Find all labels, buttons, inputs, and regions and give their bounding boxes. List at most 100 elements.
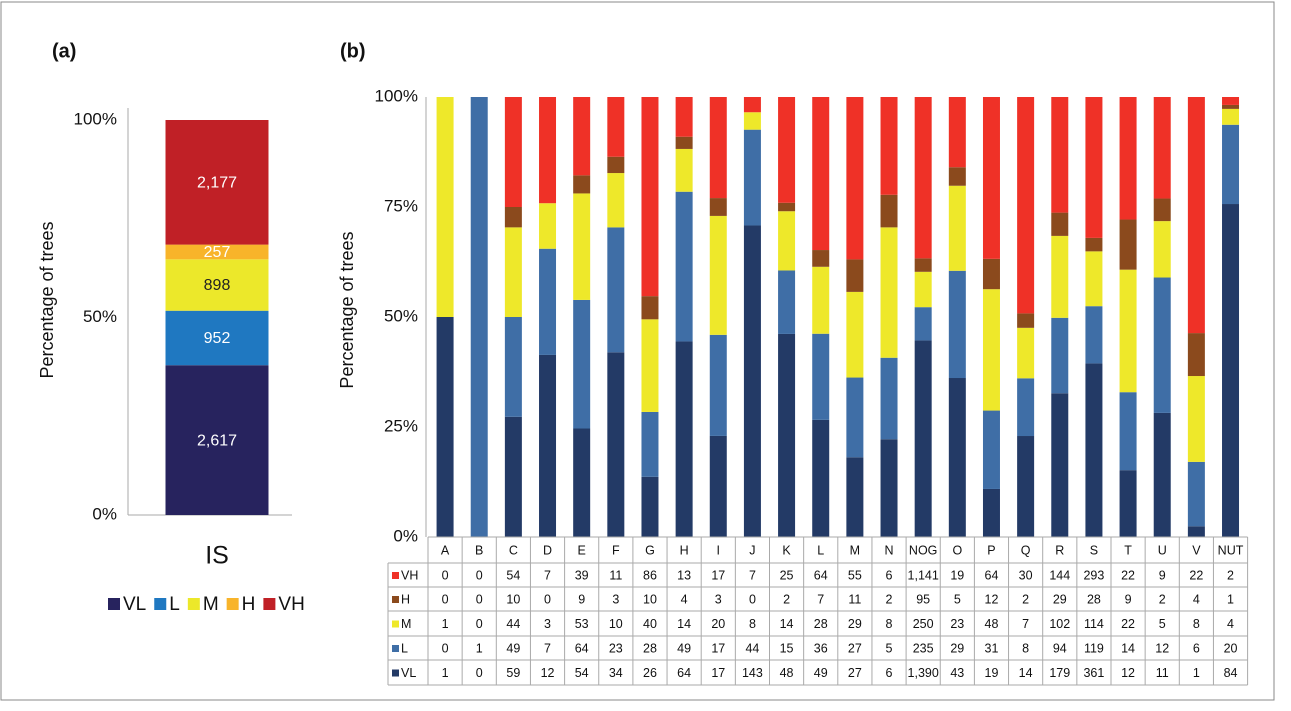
- table-cell: 15: [780, 641, 794, 655]
- bar-segment: [504, 97, 522, 207]
- table-cell: 3: [715, 592, 722, 606]
- bar-segment: [778, 211, 796, 271]
- table-cell: 3: [544, 617, 551, 631]
- bar-segment: [165, 120, 269, 245]
- y-axis-label: Percentage of trees: [37, 221, 57, 378]
- bar-segment: [1085, 237, 1103, 252]
- table-cell: 114: [1084, 617, 1104, 631]
- table-cell: 0: [544, 592, 551, 606]
- bar-segment: [436, 317, 454, 537]
- bar-segment: [573, 299, 591, 429]
- table-cell: 4: [681, 592, 688, 606]
- bar-segment: [1119, 97, 1137, 220]
- bar-segment: [675, 191, 693, 342]
- table-cell: 2: [783, 592, 790, 606]
- bar-segment: [1017, 97, 1035, 314]
- table-cell: 19: [985, 666, 999, 680]
- legend-label: VL: [123, 594, 146, 615]
- table-cell: 119: [1084, 641, 1104, 655]
- legend-swatch: [392, 596, 399, 603]
- table-cell: 11: [848, 592, 861, 606]
- table-cell: 10: [609, 617, 623, 631]
- table-cell: 2: [886, 592, 893, 606]
- table-cell: 22: [1121, 568, 1135, 582]
- bar-segment: [982, 410, 1000, 489]
- bar-segment: [1119, 392, 1137, 471]
- table-cell: 27: [848, 666, 862, 680]
- bar-segment: [539, 203, 557, 249]
- table-cell: 54: [506, 568, 520, 582]
- table-cell: 7: [544, 641, 551, 655]
- table-cell: 39: [575, 568, 589, 582]
- table-cell: 0: [476, 617, 483, 631]
- legend-swatch: [108, 598, 120, 610]
- bar-segment: [607, 173, 625, 228]
- table-cell: 179: [1049, 666, 1070, 680]
- table-cell: 1: [1193, 666, 1200, 680]
- table-cell: 5: [1159, 617, 1166, 631]
- bar-segment: [914, 97, 932, 259]
- bar-segment: [573, 428, 591, 537]
- x-tick-label: V: [1192, 543, 1201, 557]
- bar-segment: [470, 97, 488, 537]
- table-cell: 3: [612, 592, 619, 606]
- bar-segment: [880, 357, 898, 440]
- y-tick-label: 0%: [92, 504, 117, 523]
- table-cell: 23: [609, 641, 623, 655]
- data-label: 2,177: [197, 175, 237, 192]
- bar-segment: [778, 270, 796, 334]
- bar-segment: [1222, 104, 1240, 109]
- table-cell: 29: [848, 617, 862, 631]
- table-cell: 19: [950, 568, 964, 582]
- bar-segment: [675, 148, 693, 192]
- bar-segment: [165, 365, 269, 515]
- table-cell: 44: [745, 641, 759, 655]
- table-cell: 0: [442, 568, 449, 582]
- table-cell: 11: [1156, 666, 1169, 680]
- legend-swatch: [392, 572, 399, 579]
- table-cell: 28: [1087, 592, 1101, 606]
- bar-segment: [778, 202, 796, 212]
- bar-segment: [1119, 470, 1137, 537]
- table-cell: 84: [1224, 666, 1238, 680]
- table-cell: 49: [814, 666, 828, 680]
- x-tick-label: K: [782, 543, 791, 557]
- table-cell: 10: [643, 592, 657, 606]
- bar-segment: [812, 266, 830, 334]
- table-cell: 48: [985, 617, 999, 631]
- table-cell: 144: [1049, 568, 1070, 582]
- table-cell: 361: [1083, 666, 1104, 680]
- table-cell: 30: [1019, 568, 1033, 582]
- table-cell: 36: [814, 641, 828, 655]
- bar-segment: [573, 193, 591, 300]
- bar-segment: [948, 378, 966, 537]
- table-cell: 20: [1224, 641, 1238, 655]
- y-tick-label: 0%: [393, 526, 418, 545]
- bar-segment: [607, 227, 625, 353]
- table-cell: 54: [575, 666, 589, 680]
- bar-segment: [709, 215, 727, 335]
- y-tick-label: 50%: [83, 307, 117, 326]
- bar-segment: [914, 271, 932, 308]
- bar-segment: [539, 97, 557, 204]
- bar-segment: [948, 97, 966, 168]
- table-cell: 17: [711, 666, 725, 680]
- bar-segment: [1222, 204, 1240, 537]
- table-cell: 12: [1155, 641, 1169, 655]
- x-tick-label: J: [749, 543, 755, 557]
- bar-segment: [948, 185, 966, 271]
- bar-segment: [846, 259, 864, 292]
- bar-segment: [539, 248, 557, 355]
- bar-segment: [165, 244, 269, 260]
- table-cell: 4: [1227, 617, 1234, 631]
- table-cell: 6: [1193, 641, 1200, 655]
- table-cell: 26: [643, 666, 657, 680]
- x-tick-label: IS: [205, 542, 229, 570]
- bar-segment: [1051, 212, 1069, 236]
- bar-segment: [641, 411, 659, 477]
- bar-segment: [1017, 313, 1035, 328]
- bar-segment: [914, 340, 932, 537]
- table-cell: 1,141: [908, 568, 939, 582]
- x-tick-label: D: [543, 543, 552, 557]
- bar-segment: [1222, 124, 1240, 205]
